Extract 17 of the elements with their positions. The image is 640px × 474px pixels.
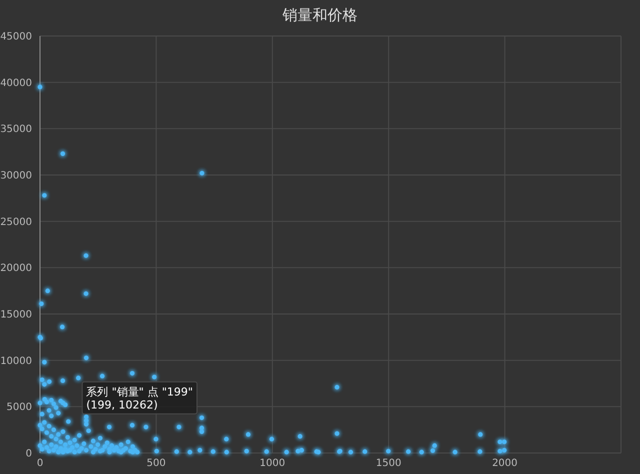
x-tick-label: 0 [36,458,44,469]
x-tick-label: 1500 [376,458,402,469]
y-tick-label: 20000 [0,263,32,274]
y-tick-label: 35000 [0,124,32,136]
y-tick-label: 45000 [0,32,32,42]
y-tick-label: 5000 [6,402,32,414]
x-tick-label: 2000 [492,458,518,469]
x-tick-label: 500 [146,458,166,469]
y-tick-label: 25000 [0,216,32,228]
y-tick-label: 30000 [0,170,32,182]
y-tick-label: 10000 [0,356,32,367]
y-tick-label: 40000 [0,78,32,89]
annotation: 系列 "销量" 点 "199" (199, 10262) [86,385,193,412]
y-tick-label: 15000 [0,310,32,320]
chart-title: 销量和价格 [282,6,358,24]
y-tick-label: 0 [26,448,32,460]
x-tick-label: 1000 [260,458,286,469]
